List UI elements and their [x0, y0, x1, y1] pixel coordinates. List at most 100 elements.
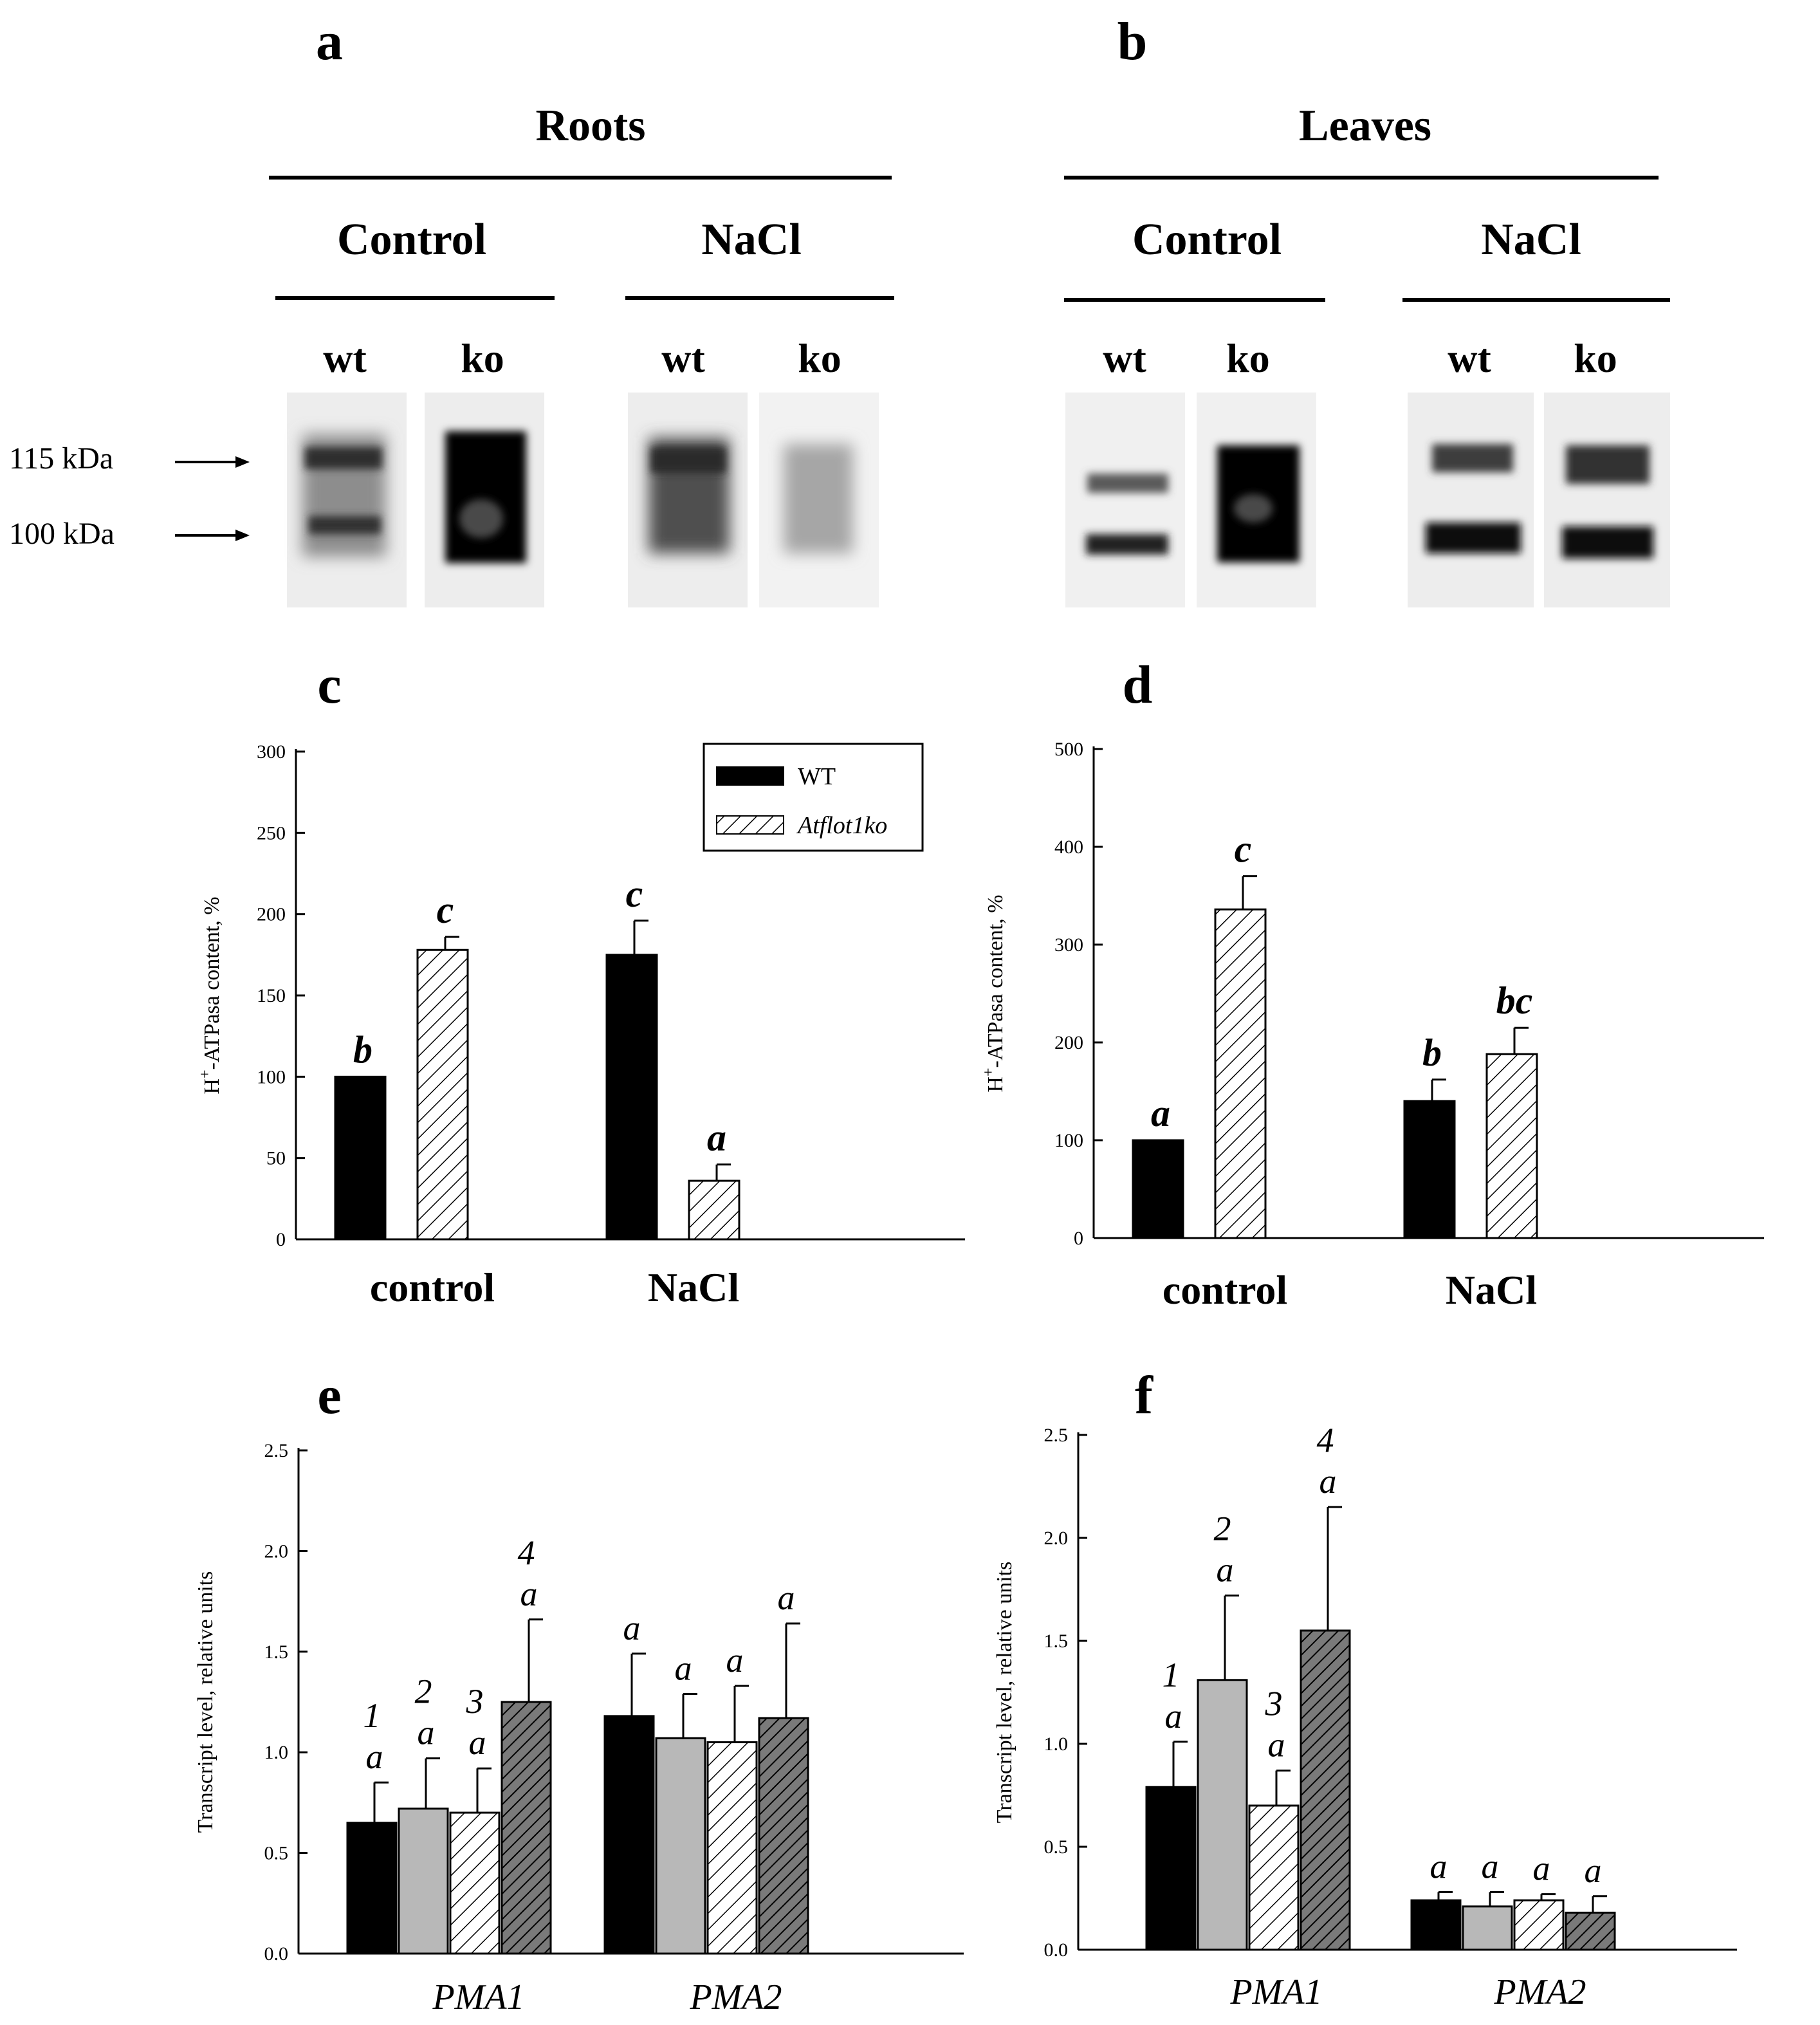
roots-nacl-header: NaCl [701, 215, 802, 264]
blot-lane-roots-control-wt [287, 393, 407, 607]
bar [1410, 1899, 1462, 1951]
significance-letter: a [623, 1609, 641, 1647]
y-tick-label: 0.5 [264, 1843, 289, 1864]
blot-lane-leaves-control-wt [1065, 393, 1185, 607]
group-number: 2 [1214, 1510, 1231, 1548]
significance-letter: a [1319, 1462, 1337, 1501]
lane-label-wt: wt [1103, 335, 1146, 381]
x-category-label: PMA2 [1493, 1972, 1586, 2012]
lane-label-ko: ko [1226, 335, 1270, 381]
blot-lane-roots-control-ko [425, 393, 544, 607]
significance-letter: a [1482, 1847, 1499, 1885]
significance-letter: a [1165, 1697, 1182, 1735]
significance-letter: a [418, 1714, 435, 1752]
y-tick-label: 1.0 [264, 1742, 289, 1763]
blot-lane-leaves-nacl-wt [1408, 393, 1534, 607]
bar [501, 1701, 552, 1955]
significance-letter: a [1268, 1726, 1285, 1764]
significance-letter: a [675, 1649, 692, 1687]
bar [1565, 1911, 1616, 1951]
chart-c: 0 50 100 150 200 250 300 H+-ATPasa content, % co… [197, 741, 965, 1310]
significance-letter: a [707, 1116, 726, 1159]
y-tick-label: 0.0 [264, 1943, 289, 1965]
panel-letter-d: d [1123, 655, 1153, 715]
significance-letter: a [469, 1723, 486, 1762]
bar [603, 1715, 655, 1955]
y-tick-label: 0.5 [1044, 1836, 1069, 1858]
bar [1513, 1899, 1565, 1951]
significance-letter: b [1422, 1031, 1442, 1074]
blot-lane-leaves-nacl-ko [1544, 393, 1670, 607]
bar [655, 1737, 706, 1955]
group-number: 2 [415, 1672, 432, 1711]
bar [1403, 1100, 1456, 1239]
x-category-label: PMA1 [1229, 1972, 1322, 2012]
lane-label-wt: wt [323, 335, 367, 381]
significance-letter: a [1217, 1551, 1234, 1589]
blot-lane-leaves-control-ko [1197, 393, 1316, 607]
lane-label-ko: ko [1574, 335, 1617, 381]
significance-letter: a [1430, 1847, 1448, 1885]
group-number: 4 [518, 1533, 535, 1572]
leaves-control-header: Control [1132, 215, 1282, 264]
group-number: 3 [466, 1682, 484, 1721]
panel-letter-c: c [317, 655, 341, 715]
bar [1300, 1629, 1351, 1951]
bar [1485, 1053, 1538, 1239]
y-axis-label: Transcript level, relative units [194, 1571, 217, 1833]
significance-letter: c [626, 873, 643, 915]
x-category-label: NaCl [648, 1264, 739, 1310]
bar [346, 1822, 398, 1955]
significance-letter: c [437, 889, 454, 931]
marker-115-label: 115 kDa [9, 441, 113, 476]
y-tick-label: 2.5 [264, 1440, 289, 1461]
bar [688, 1179, 740, 1241]
y-tick-label: 2.0 [264, 1540, 289, 1562]
y-tick-label: 250 [257, 822, 286, 844]
legend-swatch [716, 815, 784, 835]
legend-label: Atflot1ko [796, 812, 887, 839]
legend-swatch [716, 766, 784, 786]
x-category-label: NaCl [1446, 1267, 1537, 1313]
chart-d: 0 100 200 300 400 500 H+-ATPasa content, % cont… [980, 739, 1764, 1313]
y-axis-label: Transcript level, relative units [993, 1562, 1016, 1824]
roots-title: Roots [535, 101, 645, 151]
lane-label-wt: wt [1448, 335, 1491, 381]
y-tick-label: 200 [257, 904, 286, 925]
significance-letter: a [520, 1575, 538, 1613]
significance-letter: a [778, 1578, 795, 1617]
bar [758, 1717, 809, 1955]
significance-letter: a [726, 1641, 744, 1679]
y-axis-label: H+-ATPasa content, % [980, 894, 1007, 1092]
y-tick-label: 300 [257, 741, 286, 763]
chart-f: 0.0 0.5 1.0 1.5 2.0 2.5 Transcript level, rela… [993, 1421, 1737, 2012]
x-category-label: PMA1 [432, 1977, 524, 2017]
y-tick-label: 500 [1054, 739, 1083, 760]
blot-lane-roots-nacl-wt [628, 393, 748, 607]
panel-letter-b: b [1117, 12, 1148, 71]
y-tick-label: 300 [1054, 934, 1083, 956]
bar [1145, 1786, 1197, 1951]
legend-label: WT [798, 763, 836, 790]
y-tick-label: 2.0 [1044, 1528, 1069, 1549]
group-number: 1 [1163, 1656, 1180, 1694]
lane-label-ko: ko [798, 335, 841, 381]
bar [1197, 1679, 1248, 1951]
bar [1132, 1139, 1184, 1239]
bar [706, 1741, 758, 1955]
significance-letter: a [366, 1737, 383, 1776]
y-tick-label: 1.5 [264, 1641, 289, 1663]
legend: WT Atflot1ko [703, 743, 924, 852]
bar [334, 1075, 387, 1241]
leaves-nacl-header: NaCl [1481, 215, 1581, 264]
y-tick-label: 100 [257, 1066, 286, 1087]
x-category-label: control [370, 1264, 495, 1310]
y-tick-label: 50 [266, 1148, 286, 1169]
group-number: 3 [1265, 1685, 1283, 1723]
bar [416, 948, 469, 1241]
y-tick-label: 100 [1054, 1130, 1083, 1151]
significance-letter: a [1585, 1851, 1602, 1890]
lane-label-ko: ko [461, 335, 504, 381]
significance-letter: a [1533, 1849, 1550, 1888]
